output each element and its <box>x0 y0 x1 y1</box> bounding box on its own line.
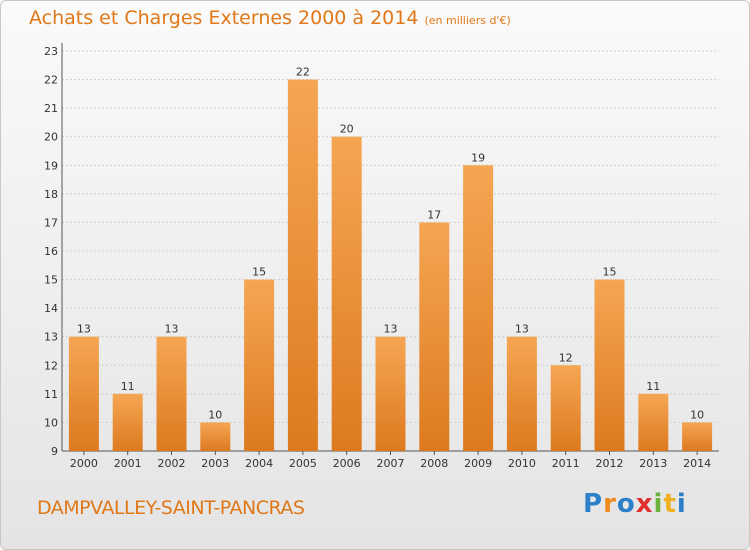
data-label-2012: 15 <box>603 266 617 279</box>
y-tick-label: 13 <box>44 331 58 344</box>
x-tick-label-2011: 2011 <box>552 457 580 470</box>
y-tick-label: 11 <box>44 388 58 401</box>
y-tick-label: 20 <box>44 131 58 144</box>
x-tick-label-2006: 2006 <box>333 457 361 470</box>
data-label-2008: 17 <box>427 208 441 221</box>
data-label-2000: 13 <box>77 323 91 336</box>
data-label-2005: 22 <box>296 66 310 79</box>
bar-2005 <box>287 79 318 452</box>
bar-2014 <box>682 422 713 451</box>
x-tick-label-2007: 2007 <box>377 457 405 470</box>
y-tick-label: 10 <box>44 416 58 429</box>
bar-2006 <box>331 136 362 451</box>
proxiti-logo: Proxiti <box>583 489 687 519</box>
labels: 13 2000 11 2001 13 2002 10 2003 15 2004 22 2005 20 20… <box>70 66 711 470</box>
data-label-2010: 13 <box>515 323 529 336</box>
bar-2008 <box>419 222 450 451</box>
bar-2003 <box>200 422 231 451</box>
x-tick-label-2004: 2004 <box>245 457 273 470</box>
bar-2007 <box>375 336 406 451</box>
bar-2000 <box>68 336 99 451</box>
y-tick-label: 21 <box>44 102 58 115</box>
data-label-2011: 12 <box>559 351 573 364</box>
bar-2012 <box>594 279 625 451</box>
data-label-2009: 19 <box>471 151 485 164</box>
data-label-2007: 13 <box>384 323 398 336</box>
data-label-2001: 11 <box>121 380 135 393</box>
bars <box>68 79 713 452</box>
y-tick-label: 16 <box>44 245 58 258</box>
commune-name: DAMPVALLEY-SAINT-PANCRAS <box>37 497 305 519</box>
x-tick-label-2012: 2012 <box>596 457 624 470</box>
data-label-2013: 11 <box>646 380 660 393</box>
x-tick-label-2009: 2009 <box>464 457 492 470</box>
data-label-2006: 20 <box>340 123 354 136</box>
bar-2002 <box>156 336 187 451</box>
bar-2010 <box>506 336 537 451</box>
x-tick-label-2000: 2000 <box>70 457 98 470</box>
x-tick-label-2001: 2001 <box>114 457 142 470</box>
x-tick-label-2014: 2014 <box>683 457 711 470</box>
chart-unit: (en milliers d'€) <box>424 14 511 27</box>
y-tick-label: 14 <box>44 302 58 315</box>
y-tick-label: 9 <box>51 445 58 458</box>
chart-title-text: Achats et Charges Externes 2000 à 2014 <box>29 7 419 29</box>
bar-2013 <box>638 393 669 451</box>
x-tick-label-2008: 2008 <box>420 457 448 470</box>
y-tick-label: 18 <box>44 188 58 201</box>
bar-2001 <box>112 393 143 451</box>
data-label-2002: 13 <box>165 323 179 336</box>
y-tick-label: 17 <box>44 216 58 229</box>
chart-title: Achats et Charges Externes 2000 à 2014 (e… <box>29 7 511 29</box>
y-tick-label: 19 <box>44 159 58 172</box>
y-tick-label: 23 <box>44 45 58 58</box>
bar-2009 <box>463 165 494 452</box>
data-label-2014: 10 <box>690 408 704 421</box>
y-tick-label: 15 <box>44 274 58 287</box>
data-label-2004: 15 <box>252 266 266 279</box>
x-tick-label-2002: 2002 <box>158 457 186 470</box>
x-tick-label-2005: 2005 <box>289 457 317 470</box>
x-tick-label-2013: 2013 <box>639 457 667 470</box>
bar-2004 <box>244 279 275 451</box>
y-tick-label: 12 <box>44 359 58 372</box>
data-label-2003: 10 <box>208 408 222 421</box>
y-tick-label: 22 <box>44 74 58 87</box>
x-tick-label-2010: 2010 <box>508 457 536 470</box>
bar-2011 <box>550 365 581 451</box>
x-tick-label-2003: 2003 <box>201 457 229 470</box>
